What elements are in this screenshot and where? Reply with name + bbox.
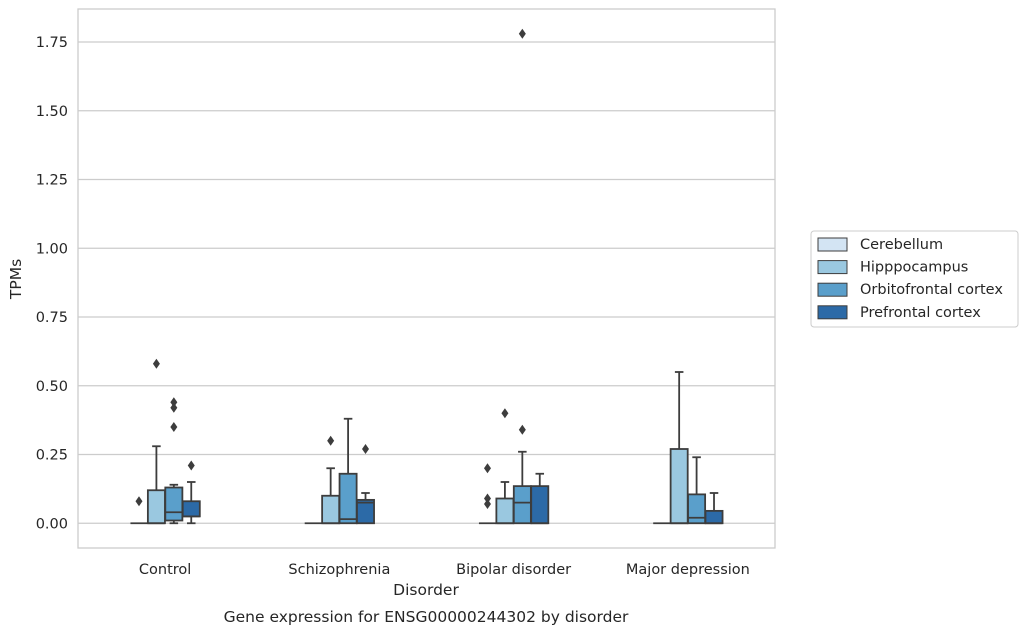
- box-iqr: [669, 448, 689, 525]
- box-iqr: [164, 486, 184, 522]
- box-outlier-point: [362, 444, 370, 454]
- box-outlier-point: [501, 408, 509, 419]
- legend: Cerebellum Hipppocampus Orbitofrontal cort…: [810, 230, 1019, 328]
- legend-swatch: [817, 260, 848, 275]
- x-tick-label: Control: [139, 562, 191, 578]
- box-iqr: [687, 493, 707, 525]
- legend-label: Cerebellum: [860, 237, 943, 253]
- plot-frame: [77, 8, 776, 549]
- box-iqr: [356, 498, 375, 525]
- y-tick-label: 0.00: [36, 516, 68, 532]
- legend-label: Prefrontal cortex: [860, 305, 981, 321]
- box-outlier-point: [135, 496, 143, 507]
- box-iqr: [338, 472, 358, 525]
- x-axis-title: Disorder: [393, 581, 459, 599]
- box-iqr: [181, 500, 201, 518]
- y-tick-label: 0.75: [36, 310, 68, 326]
- box-outlier-point: [170, 402, 178, 413]
- box-iqr: [146, 489, 166, 525]
- plot-background: [78, 9, 775, 548]
- box-outlier-point: [483, 463, 491, 474]
- y-tick-label: 0.25: [36, 448, 68, 464]
- legend-label: Hipppocampus: [860, 260, 968, 276]
- box-iqr: [321, 494, 341, 525]
- figure-caption: Gene expression for ENSG00000244302 by d…: [224, 608, 629, 626]
- box-iqr: [495, 497, 515, 525]
- box-outlier-point: [152, 358, 160, 369]
- y-tick-labels: 0.00 0.25 0.50 0.75 1.00 1.25 1.50 1.75: [36, 35, 68, 532]
- box-series-group: [130, 28, 724, 525]
- y-tick-label: 1.75: [36, 35, 68, 51]
- y-tick-label: 0.50: [36, 379, 68, 395]
- box-outlier-point: [518, 28, 526, 39]
- box-outlier-point: [483, 499, 491, 509]
- x-tick-label: Schizophrenia: [288, 562, 390, 578]
- x-tick-labels: Control Schizophrenia Bipolar disorder Majo…: [139, 562, 750, 578]
- box-outlier-point: [327, 435, 335, 446]
- box-outlier-point: [170, 397, 178, 408]
- legend-label: Orbitofrontal cortex: [860, 282, 1003, 298]
- x-tick-label: Bipolar disorder: [456, 562, 571, 578]
- y-tick-label: 1.00: [36, 241, 68, 257]
- box-outlier-point: [518, 424, 526, 435]
- y-tick-label: 1.50: [36, 104, 68, 120]
- y-axis-title: TPMs: [7, 259, 25, 300]
- box-outlier-point: [170, 422, 178, 432]
- x-tick-label: Major depression: [626, 562, 750, 578]
- box-outlier-point: [483, 493, 491, 504]
- box-iqr: [512, 485, 532, 525]
- box-outlier-point: [187, 460, 195, 471]
- box-iqr: [704, 509, 724, 525]
- legend-swatch: [817, 305, 848, 320]
- legend-swatch: [817, 237, 848, 252]
- y-tick-label: 1.25: [36, 173, 68, 189]
- legend-frame: [810, 230, 1019, 328]
- box-iqr: [530, 485, 550, 525]
- legend-swatch: [817, 282, 848, 297]
